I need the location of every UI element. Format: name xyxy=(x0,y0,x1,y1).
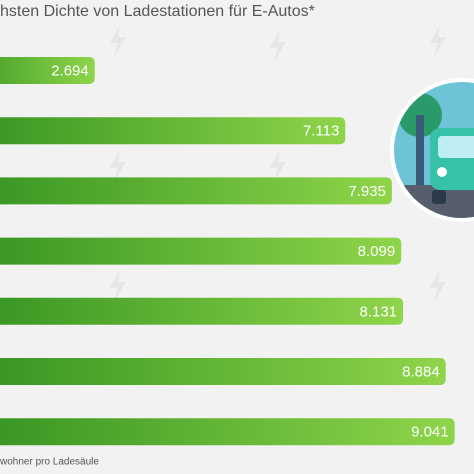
value-label: 8.884 xyxy=(402,363,440,380)
value-label: 7.935 xyxy=(348,183,386,200)
illustration xyxy=(390,78,474,222)
bar xyxy=(0,117,346,145)
value-label: 7.113 xyxy=(303,123,339,140)
bar xyxy=(0,177,392,205)
value-label: 9.041 xyxy=(411,424,449,441)
bar xyxy=(0,297,404,325)
background-icons xyxy=(110,25,446,302)
value-label: 8.099 xyxy=(358,243,396,260)
chart-title: hsten Dichte von Ladestationen für E-Aut… xyxy=(0,3,315,20)
value-label: 2.694 xyxy=(51,62,89,79)
value-label: 8.131 xyxy=(359,303,397,320)
bar xyxy=(0,57,95,84)
bar xyxy=(0,418,455,446)
bar xyxy=(0,358,446,385)
footnote: wohner pro Ladesäule xyxy=(0,457,99,468)
bar xyxy=(0,237,402,265)
